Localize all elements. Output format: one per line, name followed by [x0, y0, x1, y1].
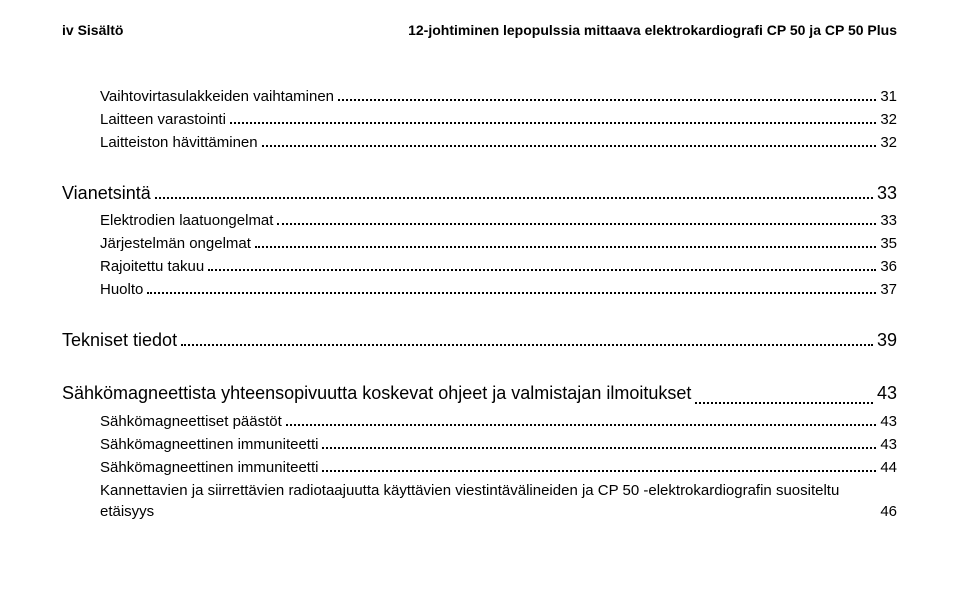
header-left: iv Sisältö	[62, 22, 123, 38]
toc-title: Laitteiston hävittäminen	[100, 132, 258, 153]
toc-leader	[230, 112, 876, 125]
toc-page: 35	[880, 233, 897, 254]
toc-title: Elektrodien laatuongelmat	[100, 210, 273, 231]
toc-leader	[147, 282, 876, 295]
toc-page: 39	[877, 328, 897, 353]
table-of-contents: Vaihtovirtasulakkeiden vaihtaminen31Lait…	[62, 86, 897, 522]
toc-title: Tekniset tiedot	[62, 328, 177, 353]
toc-title: Huolto	[100, 279, 143, 300]
toc-entry: Elektrodien laatuongelmat 33	[62, 210, 897, 231]
toc-entry: Sähkömagneettinen immuniteetti 43	[62, 434, 897, 455]
toc-entry: Sähkömagneettinen immuniteetti 44	[62, 457, 897, 478]
header-right: 12-johtiminen lepopulssia mittaava elekt…	[408, 22, 897, 38]
toc-page: 32	[880, 109, 897, 130]
toc-title: Laitteen varastointi	[100, 109, 226, 130]
toc-leader	[181, 332, 873, 347]
toc-page: 36	[880, 256, 897, 277]
toc-entry: Sähkömagneettiset päästöt 43	[62, 411, 897, 432]
toc-title: Vianetsintä	[62, 181, 151, 206]
toc-entry: Kannettavien ja siirrettävien radiotaaju…	[62, 480, 897, 522]
toc-page: 44	[880, 457, 897, 478]
toc-entry: Tekniset tiedot 39	[62, 328, 897, 353]
toc-page: 33	[877, 181, 897, 206]
toc-leader	[262, 135, 877, 148]
toc-leader	[338, 89, 876, 102]
toc-title: Rajoitettu takuu	[100, 256, 204, 277]
toc-title: Kannettavien ja siirrettävien radiotaaju…	[100, 480, 872, 522]
toc-page: 46	[880, 501, 897, 522]
toc-title: Vaihtovirtasulakkeiden vaihtaminen	[100, 86, 334, 107]
toc-page: 43	[880, 411, 897, 432]
toc-title: Järjestelmän ongelmat	[100, 233, 251, 254]
toc-page: 37	[880, 279, 897, 300]
toc-page: 43	[880, 434, 897, 455]
toc-entry: Vianetsintä 33	[62, 181, 897, 206]
toc-leader	[286, 413, 877, 426]
toc-leader	[277, 213, 876, 226]
page-header: iv Sisältö 12-johtiminen lepopulssia mit…	[62, 22, 897, 38]
toc-entry: Vaihtovirtasulakkeiden vaihtaminen 31	[62, 86, 897, 107]
page-container: iv Sisältö 12-johtiminen lepopulssia mit…	[0, 0, 959, 522]
toc-leader	[255, 236, 876, 249]
toc-page: 32	[880, 132, 897, 153]
toc-title: Sähkömagneettinen immuniteetti	[100, 434, 318, 455]
toc-title: Sähkömagneettiset päästöt	[100, 411, 282, 432]
toc-leader	[155, 184, 873, 199]
toc-page: 31	[880, 86, 897, 107]
toc-leader	[208, 259, 876, 272]
toc-leader	[695, 389, 873, 404]
toc-leader	[322, 459, 876, 472]
toc-title: Sähkömagneettinen immuniteetti	[100, 457, 318, 478]
toc-entry: Laitteiston hävittäminen 32	[62, 132, 897, 153]
toc-entry: Rajoitettu takuu 36	[62, 256, 897, 277]
toc-entry: Sähkömagneettista yhteensopivuutta koske…	[62, 381, 897, 406]
toc-leader	[322, 436, 876, 449]
toc-page: 43	[877, 381, 897, 406]
toc-entry: Järjestelmän ongelmat 35	[62, 233, 897, 254]
toc-title: Sähkömagneettista yhteensopivuutta koske…	[62, 381, 691, 406]
toc-entry: Laitteen varastointi 32	[62, 109, 897, 130]
toc-page: 33	[880, 210, 897, 231]
toc-entry: Huolto 37	[62, 279, 897, 300]
